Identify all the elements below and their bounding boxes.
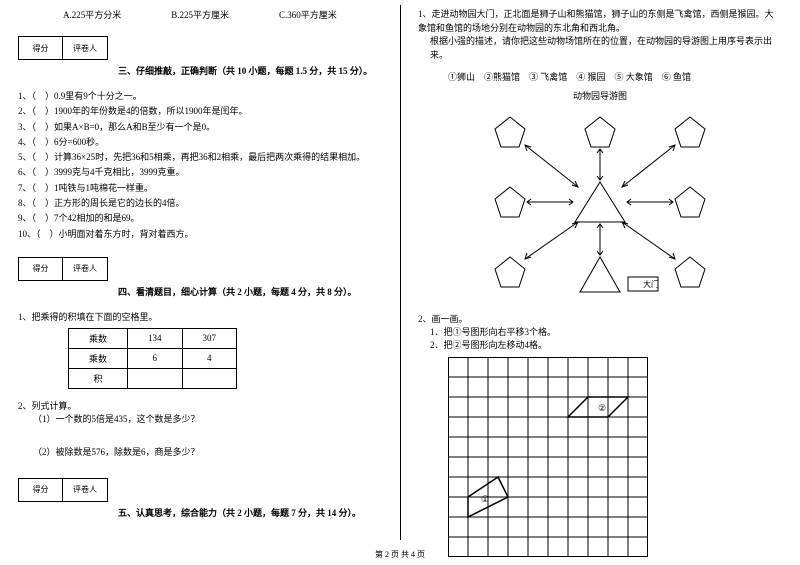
zoo-map: 大门	[475, 107, 725, 307]
tf-item: 1、（ ）0.9里有9个十分之一。	[18, 89, 382, 104]
shape2-label: ②	[598, 403, 606, 413]
cell	[128, 368, 183, 388]
r1-text: 1、走进动物园大门，正北面是狮子山和熊猫馆，狮子山的东侧是飞禽馆，西侧是猴园。大…	[418, 8, 782, 35]
choice-a: A.225平方分米	[63, 8, 121, 21]
cell: 134	[128, 328, 183, 348]
page-footer: 第 2 页 共 4 页	[0, 549, 800, 560]
tf-list: 1、（ ）0.9里有9个十分之一。 2、（ ）1900年的年份数是4的倍数，所以…	[18, 89, 382, 242]
cell: 积	[69, 368, 128, 388]
score-label: 得分	[19, 37, 63, 59]
tf-item: 6、（ ）3999克与4千克相比，3999克重。	[18, 165, 382, 180]
r2: 2、画一画。	[418, 312, 782, 325]
grader-label: 评卷人	[63, 258, 107, 280]
zoo-labels: ①狮山 ②熊猫馆 ③ 飞禽馆 ④ 猴园 ⑤ 大象馆 ⑥ 鱼馆	[448, 70, 782, 83]
section-3-title: 三、仔细推敲，正确判断（共 10 小题，每题 1.5 分，共 15 分）。	[118, 64, 382, 77]
tf-item: 10、（ ）小明面对着东方时，背对着西方。	[18, 227, 382, 242]
r2b: 2．把②号图形向左移动4格。	[430, 338, 782, 351]
score-box-5: 得分 评卷人	[18, 478, 108, 502]
tf-item: 2、（ ）1900年的年份数是4的倍数，所以1900年是闰年。	[18, 104, 382, 119]
zoo-title: 动物园导游图	[418, 89, 782, 102]
score-box-4: 得分 评卷人	[18, 257, 108, 281]
right-column: 1、走进动物园大门，正北面是狮子山和熊猫馆，狮子山的东侧是飞禽馆，西侧是猴园。大…	[400, 0, 800, 565]
left-column: A.225平方分米 B.225平方厘米 C.360平方厘米 得分 评卷人 三、仔…	[0, 0, 400, 565]
r1b-text: 根据小强的描述，请你把这些动物场馆所在的位置，在动物园的导游图上用序号表示出来。	[430, 35, 782, 62]
q4-1: 1、把乘得的积填在下面的空格里。	[18, 310, 382, 323]
tf-item: 3、（ ）如果A×B=0，那么A和B至少有一个是0。	[18, 120, 382, 135]
score-label: 得分	[19, 479, 63, 501]
cell: 4	[182, 348, 237, 368]
score-label: 得分	[19, 258, 63, 280]
tf-item: 5、（ ）计算36×25时，先把36和5相乘，再把36和2相乘，最后把两次乘得的…	[18, 150, 382, 165]
gate-label: 大门	[643, 279, 659, 289]
cell: 307	[182, 328, 237, 348]
cell: 6	[128, 348, 183, 368]
q4-2b: （2）被除数是576，除数是6，商是多少？	[33, 445, 382, 458]
cell	[182, 368, 237, 388]
r2a: 1．把①号图形向右平移3个格。	[430, 325, 782, 338]
tf-item: 4、（ ）6分=600秒。	[18, 135, 382, 150]
shape1-label: ①	[481, 494, 489, 504]
cell: 乘数	[69, 328, 128, 348]
grader-label: 评卷人	[63, 37, 107, 59]
cell: 乘数	[69, 348, 128, 368]
tf-item: 7、（ ）1吨铁与1吨棉花一样重。	[18, 181, 382, 196]
section-4-title: 四、看清题目，细心计算（共 2 小题，每题 4 分，共 8 分）。	[118, 285, 382, 298]
tf-item: 9、（ ）7个42相加的和是69。	[18, 211, 382, 226]
product-table: 乘数 134 307 乘数 6 4 积	[68, 328, 237, 389]
tf-item: 8、（ ）正方形的周长是它的边长的4倍。	[18, 196, 382, 211]
grader-label: 评卷人	[63, 479, 107, 501]
choice-b: B.225平方厘米	[171, 8, 229, 21]
grid-diagram: ① ②	[448, 357, 648, 557]
q4-2: 2、列式计算。	[18, 399, 382, 412]
q4-2a: （1）一个数的5倍是435，这个数是多少？	[33, 412, 382, 425]
choice-c: C.360平方厘米	[279, 8, 337, 21]
section-5-title: 五、认真思考，综合能力（共 2 小题，每题 7 分，共 14 分）。	[118, 506, 382, 519]
choice-row: A.225平方分米 B.225平方厘米 C.360平方厘米	[63, 8, 382, 21]
score-box-3: 得分 评卷人	[18, 36, 108, 60]
